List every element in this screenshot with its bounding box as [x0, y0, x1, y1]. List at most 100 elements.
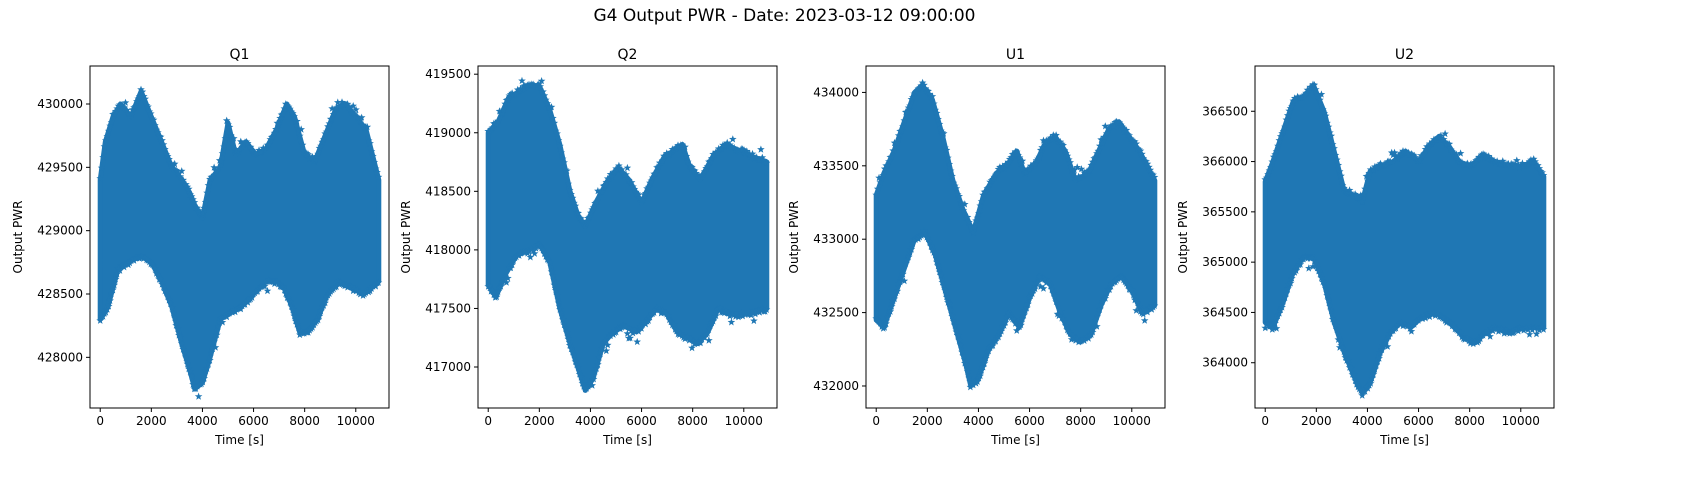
data-point [938, 278, 947, 286]
data-point [743, 147, 751, 155]
data-point [875, 317, 883, 325]
data-point [602, 178, 611, 186]
data-point [106, 296, 114, 304]
data-point [189, 380, 197, 388]
data-point [1475, 153, 1483, 161]
data-point [1070, 334, 1079, 343]
data-point [1352, 380, 1361, 388]
data-point [887, 302, 896, 310]
data-point [740, 146, 748, 154]
data-point [512, 89, 521, 98]
data-point [592, 198, 601, 206]
data-point [880, 164, 889, 173]
data-point [1001, 318, 1010, 326]
data-point [544, 103, 553, 111]
data-point [932, 109, 941, 117]
data-point [1271, 319, 1279, 327]
data-point [1018, 157, 1027, 165]
y-tick-label: 433500 [813, 159, 859, 173]
data-point [589, 203, 598, 211]
data-point [1317, 274, 1326, 282]
data-point [629, 329, 637, 337]
data-point [1045, 277, 1053, 286]
data-point [1264, 320, 1272, 328]
data-point [506, 264, 515, 272]
data-point [1281, 293, 1289, 301]
data-point [570, 199, 578, 207]
data-point [1281, 122, 1289, 131]
data-point [1499, 157, 1507, 165]
data-point [1292, 266, 1300, 274]
data-point [1091, 153, 1100, 161]
data-point [522, 247, 530, 256]
data-point [180, 348, 189, 356]
data-point [610, 167, 619, 175]
data-point [1444, 317, 1452, 325]
data-point [99, 153, 107, 161]
data-point [1031, 284, 1039, 293]
data-point [499, 105, 508, 113]
data-point [672, 327, 681, 335]
data-point [1102, 288, 1111, 297]
x-tick-label: 6000 [1403, 414, 1434, 428]
data-point [1020, 311, 1028, 319]
data-point [1493, 325, 1501, 333]
data-point [1358, 197, 1366, 206]
data-point [923, 233, 931, 241]
data-point [159, 140, 168, 148]
data-point [1062, 149, 1070, 157]
data-point [637, 324, 646, 332]
data-point [959, 206, 968, 214]
data-point [1472, 337, 1480, 345]
data-point [945, 300, 954, 308]
axes-frame [865, 65, 1166, 409]
data-point [290, 112, 298, 120]
data-point [550, 119, 559, 127]
data-point [685, 161, 693, 169]
data-point [488, 123, 497, 132]
data-point [225, 123, 234, 131]
data-point [272, 125, 280, 133]
data-point [329, 110, 338, 118]
y-tick-label: 419000 [425, 126, 471, 140]
data-point [495, 107, 504, 115]
data-point [371, 282, 380, 290]
data-point [1048, 285, 1056, 293]
data-point [535, 241, 543, 249]
data-point [1138, 150, 1146, 158]
data-point [168, 303, 176, 311]
data-point [156, 133, 165, 141]
data-point [104, 302, 113, 310]
data-point [300, 148, 308, 156]
data-point [688, 163, 696, 171]
data-point [322, 127, 331, 136]
data-point [1340, 184, 1348, 192]
data-point [1364, 176, 1372, 185]
data-point [1314, 93, 1323, 101]
data-point [131, 102, 140, 110]
data-point [137, 85, 145, 93]
x-axis-label: Time [s] [990, 433, 1040, 447]
data-point [1065, 155, 1073, 163]
data-point [118, 261, 127, 269]
data-point [1448, 147, 1456, 156]
data-point [1489, 326, 1497, 335]
data-point [970, 223, 979, 231]
data-point [1046, 134, 1055, 142]
data-point [366, 139, 374, 147]
data-point [173, 324, 182, 332]
data-point [726, 312, 734, 320]
data-point [1139, 310, 1148, 318]
data-point [504, 95, 512, 103]
x-tick-label: 4000 [1352, 414, 1383, 428]
data-point [883, 313, 892, 321]
data-point [214, 322, 223, 330]
data-point [369, 152, 377, 160]
data-point [622, 322, 630, 330]
data-point [1094, 309, 1103, 317]
data-point [946, 306, 955, 314]
data-point [724, 309, 733, 317]
data-point [170, 313, 179, 322]
data-point [211, 343, 220, 351]
